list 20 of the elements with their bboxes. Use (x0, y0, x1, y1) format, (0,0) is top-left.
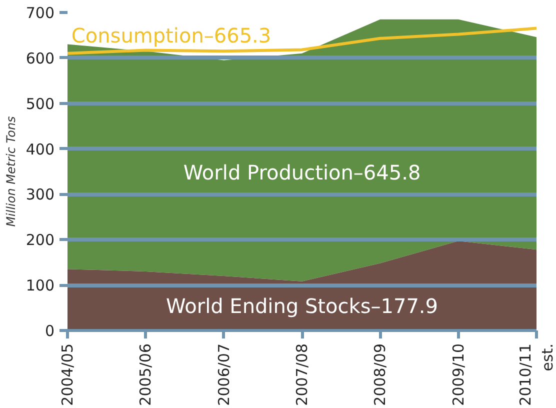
x-tick-label: 2010/11 est. (516, 343, 556, 406)
y-tick-label: 100 (26, 276, 55, 295)
y-tick-label: 200 (26, 231, 55, 250)
y-tick-label: 500 (26, 94, 55, 113)
x-tick-label: 2009/10 (449, 343, 468, 406)
y-tick-label: 400 (26, 140, 55, 158)
line-series (68, 26, 536, 55)
series-label: World Ending Stocks–177.9 (166, 294, 438, 318)
x-tick-label: 2004/05 (58, 343, 76, 406)
y-tick-label: 700 (26, 4, 55, 22)
x-tick-label: 2005/06 (136, 343, 155, 406)
x-tick-label: 2006/07 (214, 343, 233, 406)
y-tick-label: 300 (26, 186, 55, 204)
series-label: Consumption–665.3 (71, 23, 272, 48)
y-tick-label: 600 (26, 49, 55, 68)
series-label: World Production–645.8 (183, 160, 421, 185)
x-tick-label: 2007/08 (293, 343, 311, 406)
x-tick-label: 2008/09 (371, 343, 390, 406)
y-axis-title: Million Metric Tons (4, 116, 18, 227)
y-tick-label: 0 (44, 322, 55, 340)
